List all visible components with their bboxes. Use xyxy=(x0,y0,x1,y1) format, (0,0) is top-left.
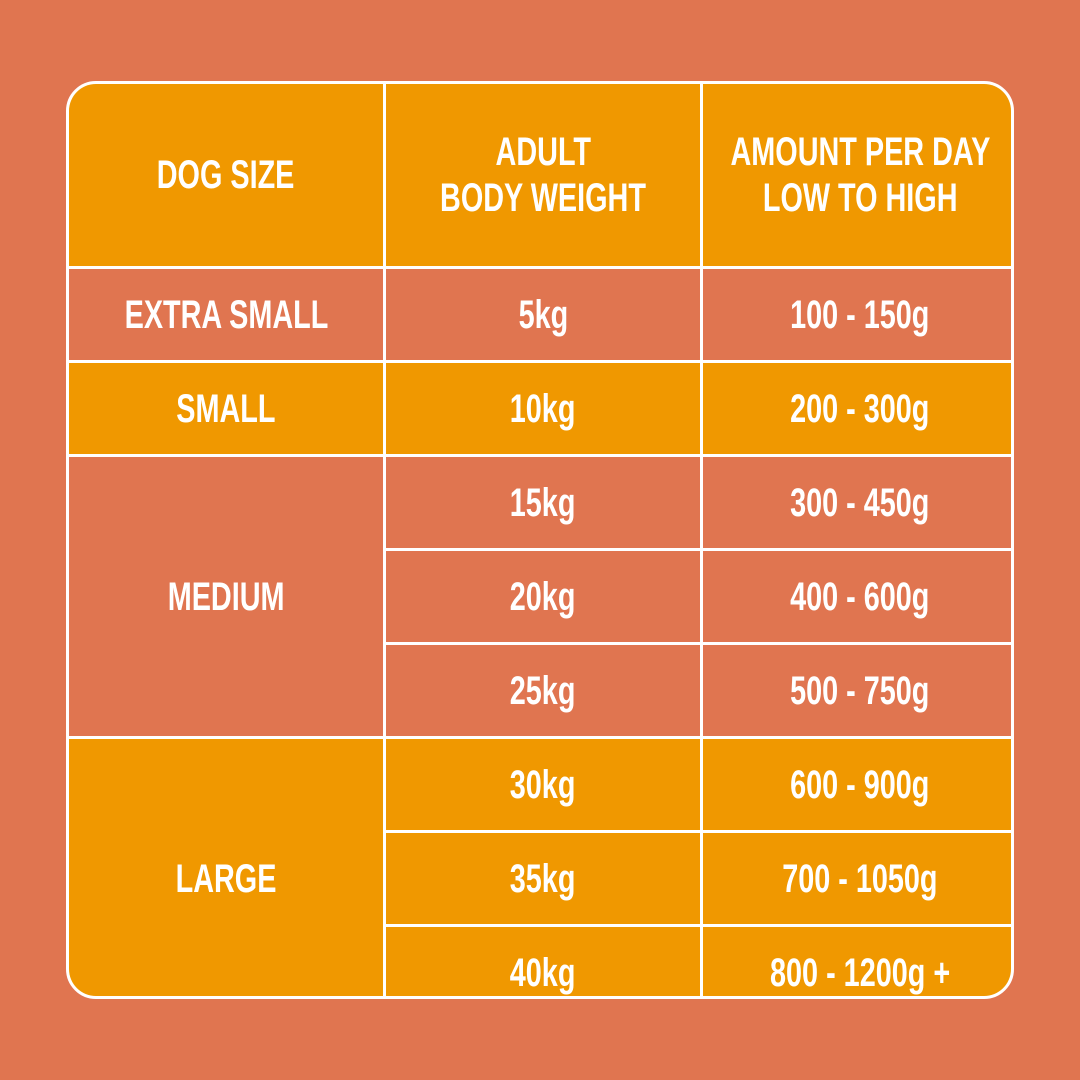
amount-cell: 800 - 1200g + xyxy=(703,927,1011,996)
amount-value: 600 - 900g xyxy=(790,762,930,807)
feeding-guide-table: DOG SIZE ADULT BODY WEIGHT AMOUNT PER DA… xyxy=(66,81,1014,999)
header-dog-size-label: DOG SIZE xyxy=(157,153,295,197)
size-large: LARGE xyxy=(69,739,383,996)
header-amount-per-day: AMOUNT PER DAY LOW TO HIGH xyxy=(703,84,1011,266)
amount-cell: 100 - 150g xyxy=(703,269,1011,360)
amount-value: 300 - 450g xyxy=(790,480,930,525)
amount-cell: 700 - 1050g xyxy=(703,833,1011,924)
weight-cell: 5kg xyxy=(386,269,700,360)
weight-value: 15kg xyxy=(510,480,576,525)
amount-value: 400 - 600g xyxy=(790,574,930,619)
size-label: SMALL xyxy=(176,386,276,431)
size-small: SMALL xyxy=(69,363,383,454)
size-extra-small: EXTRA SMALL xyxy=(69,269,383,360)
size-label: LARGE xyxy=(175,857,277,901)
amount-cell: 300 - 450g xyxy=(703,457,1011,548)
weight-value: 25kg xyxy=(510,668,576,713)
size-label: MEDIUM xyxy=(167,574,285,619)
amount-cell: 400 - 600g xyxy=(703,551,1011,642)
weight-cell: 10kg xyxy=(386,363,700,454)
header-amount-line2: LOW TO HIGH xyxy=(762,176,958,220)
size-label: EXTRA SMALL xyxy=(124,292,328,337)
amount-value: 200 - 300g xyxy=(790,386,930,431)
amount-cell: 500 - 750g xyxy=(703,645,1011,736)
amount-value: 800 - 1200g + xyxy=(769,951,951,995)
size-medium: MEDIUM xyxy=(69,457,383,736)
header-body-weight-line1: ADULT xyxy=(495,130,591,174)
weight-value: 35kg xyxy=(510,856,576,901)
weight-cell: 20kg xyxy=(386,551,700,642)
amount-cell: 200 - 300g xyxy=(703,363,1011,454)
amount-cell: 600 - 900g xyxy=(703,739,1011,830)
amount-value: 100 - 150g xyxy=(790,292,930,337)
weight-value: 10kg xyxy=(510,386,576,431)
weight-cell: 35kg xyxy=(386,833,700,924)
weight-value: 30kg xyxy=(510,762,576,807)
weight-cell: 25kg xyxy=(386,645,700,736)
amount-value: 500 - 750g xyxy=(790,668,930,713)
header-body-weight-line2: BODY WEIGHT xyxy=(440,176,646,220)
amount-value: 700 - 1050g xyxy=(782,856,938,901)
weight-cell: 15kg xyxy=(386,457,700,548)
weight-value: 20kg xyxy=(510,574,576,619)
weight-value: 5kg xyxy=(518,292,568,337)
header-dog-size: DOG SIZE xyxy=(69,84,383,266)
weight-value: 40kg xyxy=(510,951,576,995)
weight-cell: 40kg xyxy=(386,927,700,996)
header-amount-line1: AMOUNT PER DAY xyxy=(730,130,990,174)
header-body-weight: ADULT BODY WEIGHT xyxy=(386,84,700,266)
weight-cell: 30kg xyxy=(386,739,700,830)
